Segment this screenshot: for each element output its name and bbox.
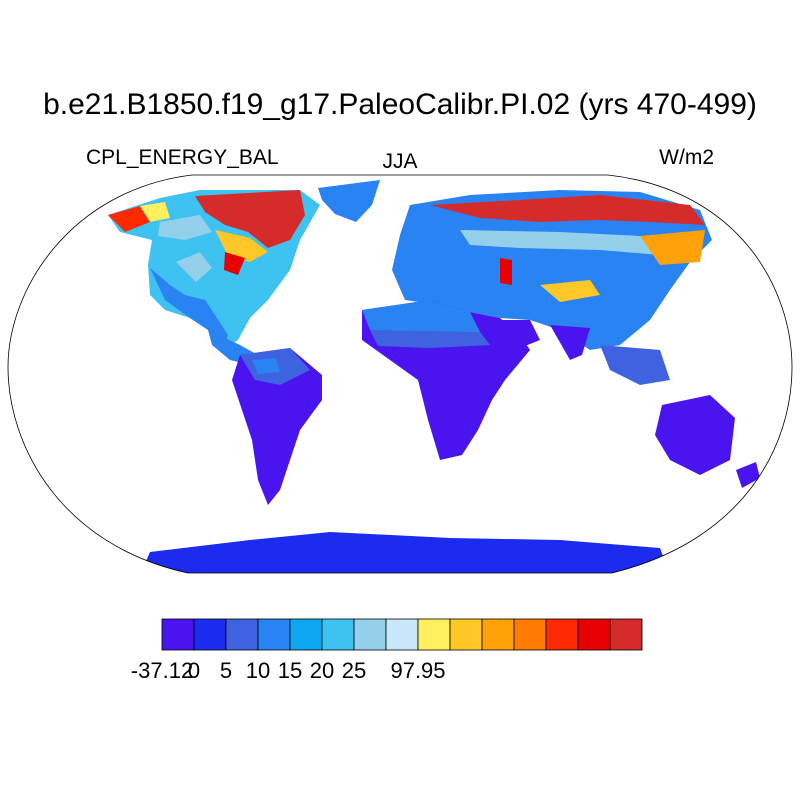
antarctica [140, 532, 670, 573]
colorbar-label: 5 [219, 658, 233, 683]
land-field [108, 180, 760, 573]
colorbar-swatch [417, 618, 451, 651]
colorbar-swatch [289, 618, 323, 651]
colorbar-label: 97.95 [390, 658, 446, 683]
colorbar-swatch [161, 618, 195, 651]
colorbar-swatch [609, 618, 643, 651]
colorbar-label: 0 [187, 658, 201, 683]
greenland [318, 180, 380, 222]
colorbar-swatch [449, 618, 483, 651]
colorbar-swatch [257, 618, 291, 651]
colorbar-label: -37.12 [130, 658, 194, 683]
variable-name: CPL_ENERGY_BAL [86, 146, 279, 169]
eurasia [392, 190, 712, 350]
colorbar-label: 25 [341, 658, 367, 683]
colorbar-swatch [353, 618, 387, 651]
colorbar-swatch [385, 618, 419, 651]
colorbar-swatch [545, 618, 579, 651]
colorbar [161, 618, 643, 651]
colorbar-swatch [481, 618, 515, 651]
colorbar-label: 20 [309, 658, 335, 683]
globe-outline [7, 174, 793, 574]
colorbar-swatch [513, 618, 547, 651]
map-title: b.e21.B1850.f19_g17.PaleoCalibr.PI.02 (y… [43, 88, 757, 121]
colorbar-swatch [321, 618, 355, 651]
season-label: JJA [382, 150, 418, 173]
colorbar-swatch [193, 618, 227, 651]
units-label: W/m2 [659, 146, 714, 169]
colorbar-label: 15 [277, 658, 303, 683]
colorbar-label: 10 [245, 658, 271, 683]
colorbar-swatch [225, 618, 259, 651]
australia [655, 395, 735, 475]
south-america [232, 348, 322, 505]
colorbar-swatch [577, 618, 611, 651]
